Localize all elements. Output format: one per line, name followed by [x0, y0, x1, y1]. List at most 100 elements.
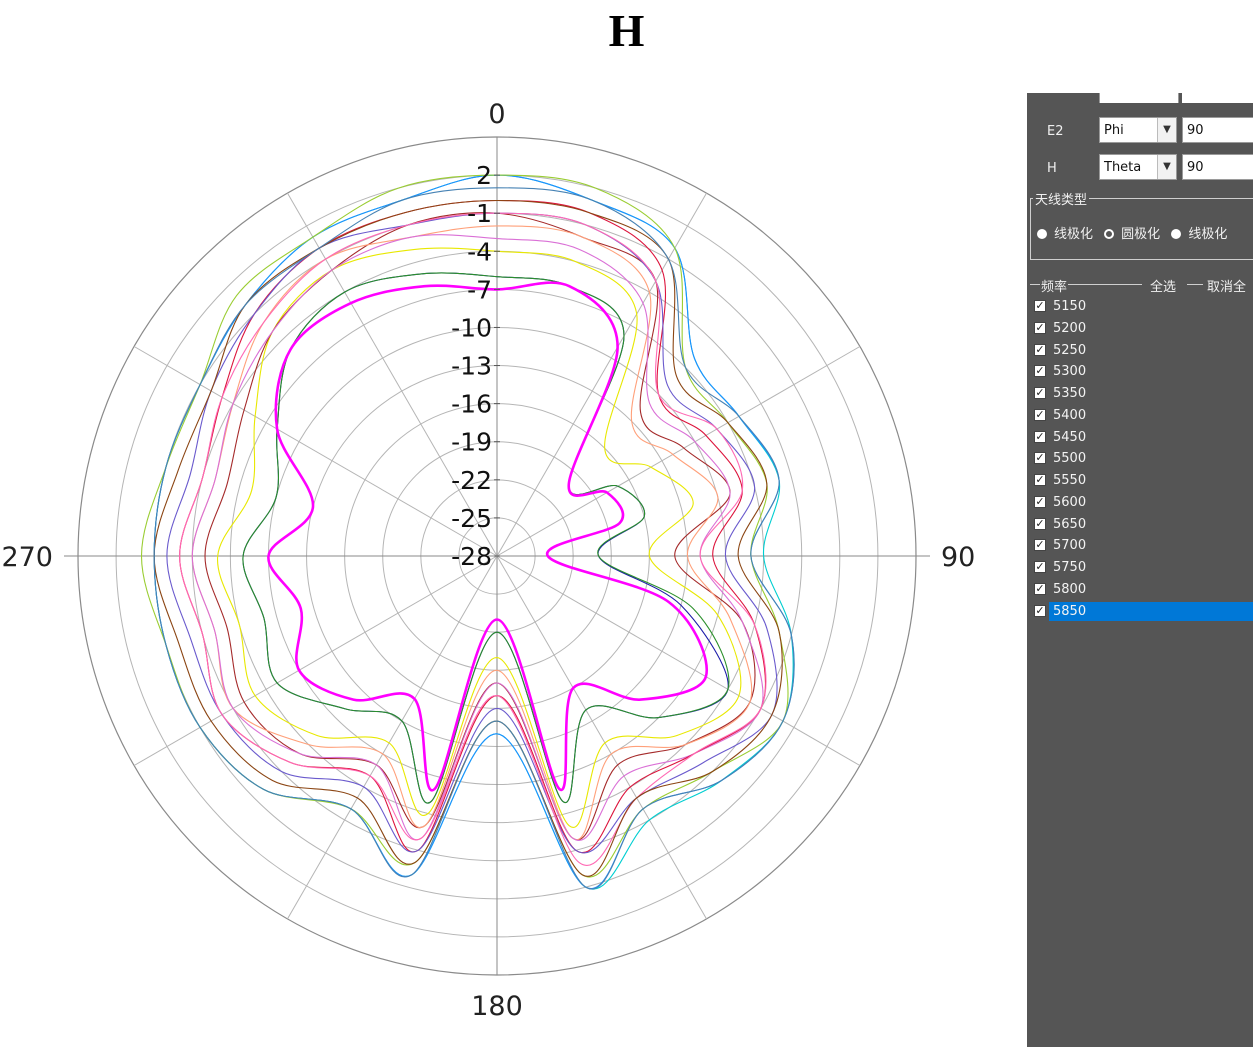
radial-tick-label: 2: [476, 161, 492, 190]
checkbox-checked-icon[interactable]: ✓: [1034, 451, 1046, 465]
frequency-item[interactable]: ✓ 5150: [1027, 296, 1253, 318]
angle-label: 180: [471, 991, 523, 1022]
radial-tick-label: -13: [451, 352, 492, 381]
series-line: [267, 281, 709, 792]
grid-spoke: [496, 555, 861, 766]
radial-tick-label: -10: [451, 313, 492, 342]
frequency-item[interactable]: ✓ 5500: [1027, 448, 1253, 470]
checkbox-checked-icon[interactable]: ✓: [1034, 320, 1046, 334]
frequency-item[interactable]: ✓ 5750: [1027, 557, 1253, 579]
select-all-button[interactable]: 全选: [1148, 276, 1179, 295]
frequency-label: 5600: [1053, 494, 1087, 510]
checkbox-checked-icon[interactable]: ✓: [1034, 386, 1046, 399]
frequency-label: 5450: [1053, 429, 1087, 445]
radio-linear-2[interactable]: 线极化: [1171, 223, 1227, 242]
h-angle-input[interactable]: 90: [1182, 154, 1253, 180]
frequency-label: 5200: [1053, 320, 1087, 336]
frequency-label: 5650: [1053, 516, 1087, 532]
frequency-item[interactable]: ✓ 5450: [1027, 427, 1253, 449]
e2-axis-select[interactable]: Phi ▼: [1099, 117, 1177, 143]
angle-label: 0: [488, 99, 505, 130]
radio-circular[interactable]: 圆极化: [1104, 223, 1160, 242]
grid-spoke: [496, 346, 861, 557]
frequency-item[interactable]: ✓ 5850: [1027, 601, 1253, 623]
frequency-item[interactable]: ✓ 5600: [1027, 492, 1253, 514]
radial-tick-label: -22: [451, 466, 492, 495]
series-line: [191, 234, 764, 842]
control-panel: E2 Phi ▼ 90 H Theta ▼ 90 天线类型 线极化 圆极化 线极…: [1027, 93, 1253, 1047]
radial-tick-label: -7: [467, 275, 492, 304]
series-line: [179, 212, 767, 866]
h-axis-select[interactable]: Theta ▼: [1099, 154, 1177, 180]
series-line: [242, 272, 730, 804]
e2-angle-input[interactable]: 90: [1182, 117, 1253, 143]
frequency-item[interactable]: ✓ 5200: [1027, 318, 1253, 340]
frequency-item[interactable]: ✓ 5800: [1027, 579, 1253, 601]
frequency-item[interactable]: ✓ 5250: [1027, 340, 1253, 362]
radio-label: 圆极化: [1121, 227, 1161, 242]
truncated-field: [1099, 93, 1179, 103]
radio-label: 线极化: [1188, 227, 1228, 242]
checkbox-checked-icon[interactable]: ✓: [1034, 581, 1046, 595]
deselect-all-button[interactable]: 取消全: [1205, 276, 1249, 295]
frequency-item[interactable]: ✓ 5550: [1027, 470, 1253, 492]
radial-tick-label: -4: [467, 237, 492, 266]
frequency-item[interactable]: ✓ 5650: [1027, 514, 1253, 536]
frequency-label: 5350: [1053, 386, 1087, 401]
checkbox-checked-icon[interactable]: ✓: [1034, 516, 1046, 530]
label-layer: 2 -1 -4 -7 -10 -13 -16 -19 -22 -25 -28 0 90 180 270: [1, 99, 975, 1022]
checkbox-checked-icon[interactable]: ✓: [1034, 560, 1046, 573]
checkbox-checked-icon[interactable]: ✓: [1034, 494, 1046, 508]
e2-angle-value: 90: [1187, 123, 1204, 138]
radio-dot-icon: [1037, 229, 1047, 239]
truncated-field: [1182, 93, 1253, 103]
checkbox-checked-icon[interactable]: ✓: [1034, 342, 1046, 356]
frequency-item[interactable]: ✓ 5300: [1027, 361, 1253, 383]
radial-tick-label: -1: [467, 199, 492, 228]
radio-dot-icon: [1104, 229, 1115, 239]
checkbox-checked-icon[interactable]: ✓: [1034, 364, 1046, 378]
series-line: [153, 187, 795, 890]
checkbox-checked-icon[interactable]: ✓: [1034, 299, 1046, 312]
chevron-down-icon[interactable]: ▼: [1157, 118, 1176, 142]
frequency-item[interactable]: ✓ 5350: [1027, 383, 1253, 405]
divider: [1030, 284, 1142, 285]
h-angle-value: 90: [1187, 160, 1204, 175]
frequency-label: 5550: [1053, 473, 1087, 488]
antenna-type-options: 线极化 圆极化 线极化: [1037, 223, 1234, 242]
frequency-item[interactable]: ✓ 5400: [1027, 405, 1253, 427]
frequency-label: 5300: [1053, 364, 1087, 380]
grid-spoke: [287, 555, 498, 920]
grid-spoke: [496, 192, 707, 557]
grid-spoke: [133, 346, 498, 557]
chevron-down-icon[interactable]: ▼: [1157, 155, 1176, 179]
frequency-title: 频率: [1040, 276, 1069, 295]
checkbox-checked-icon[interactable]: ✓: [1034, 473, 1046, 486]
frequency-label: 5850: [1049, 601, 1253, 621]
radio-linear[interactable]: 线极化: [1037, 223, 1093, 242]
frequency-label: 5800: [1053, 581, 1087, 597]
checkbox-checked-icon[interactable]: ✓: [1034, 538, 1046, 552]
antenna-type-group: [1030, 198, 1253, 260]
frequency-item[interactable]: ✓ 5700: [1027, 535, 1253, 557]
frequency-label: 5750: [1053, 560, 1087, 575]
frequency-label: 5400: [1053, 407, 1087, 423]
frequency-list: ✓ 5150 ✓ 5200 ✓ 5250 ✓ 5300 ✓ 5350 ✓ 5400 ✓ 5450 ✓ 5500…: [1027, 296, 1253, 622]
angle-label: 270: [1, 542, 53, 573]
checkbox-checked-icon[interactable]: ✓: [1034, 407, 1046, 421]
series-layer: [140, 174, 795, 890]
angle-label: 90: [941, 542, 975, 573]
frequency-label: 5150: [1053, 299, 1087, 314]
e2-axis-value: Phi: [1104, 123, 1124, 138]
grid-spoke: [133, 555, 498, 766]
radial-tick-label: -25: [451, 504, 492, 533]
checkbox-checked-icon[interactable]: ✓: [1034, 603, 1046, 617]
row-label-h: H: [1047, 161, 1057, 176]
radial-tick-label: -16: [451, 390, 492, 419]
grid-spoke: [287, 192, 498, 557]
page-title: H: [608, 5, 645, 56]
grid-spoke: [496, 555, 707, 920]
checkbox-checked-icon[interactable]: ✓: [1034, 429, 1046, 443]
series-line: [204, 212, 756, 841]
frequency-label: 5500: [1053, 451, 1087, 467]
